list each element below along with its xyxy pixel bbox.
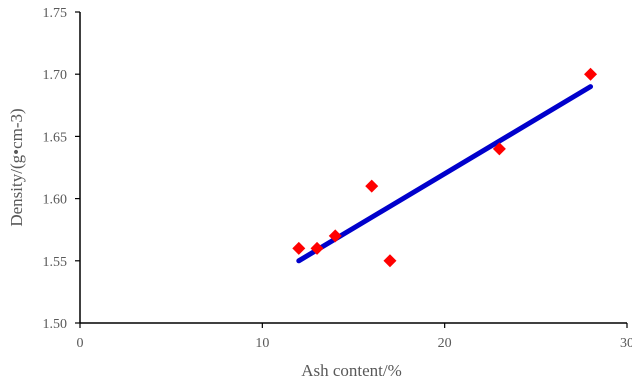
y-tick-label: 1.70 xyxy=(43,68,68,83)
data-point xyxy=(365,179,379,193)
data-points xyxy=(292,67,598,268)
tick-labels: 1.50 1.55 1.60 1.65 1.70 1.75 0 10 20 30 xyxy=(43,6,632,351)
data-point xyxy=(492,142,506,156)
data-point xyxy=(310,241,324,255)
tick-marks xyxy=(75,11,628,328)
trendline-group xyxy=(296,84,594,264)
axes xyxy=(79,12,627,324)
y-tick-label: 1.55 xyxy=(43,255,68,270)
y-tick-label: 1.50 xyxy=(43,317,68,332)
trendline xyxy=(296,84,594,264)
x-tick-label: 0 xyxy=(77,336,84,351)
x-tick-label: 20 xyxy=(438,336,452,351)
x-tick-label: 30 xyxy=(620,336,632,351)
data-point xyxy=(584,67,598,81)
data-point xyxy=(292,241,306,255)
y-tick-label: 1.65 xyxy=(43,130,68,145)
x-axis-title: Ash content/% xyxy=(301,361,402,380)
y-tick-label: 1.75 xyxy=(43,6,68,21)
y-tick-label: 1.60 xyxy=(43,193,68,208)
y-axis-title: Density/(g•cm-3) xyxy=(7,108,26,226)
data-point xyxy=(383,254,397,268)
data-point xyxy=(328,229,342,243)
x-tick-label: 10 xyxy=(255,336,269,351)
